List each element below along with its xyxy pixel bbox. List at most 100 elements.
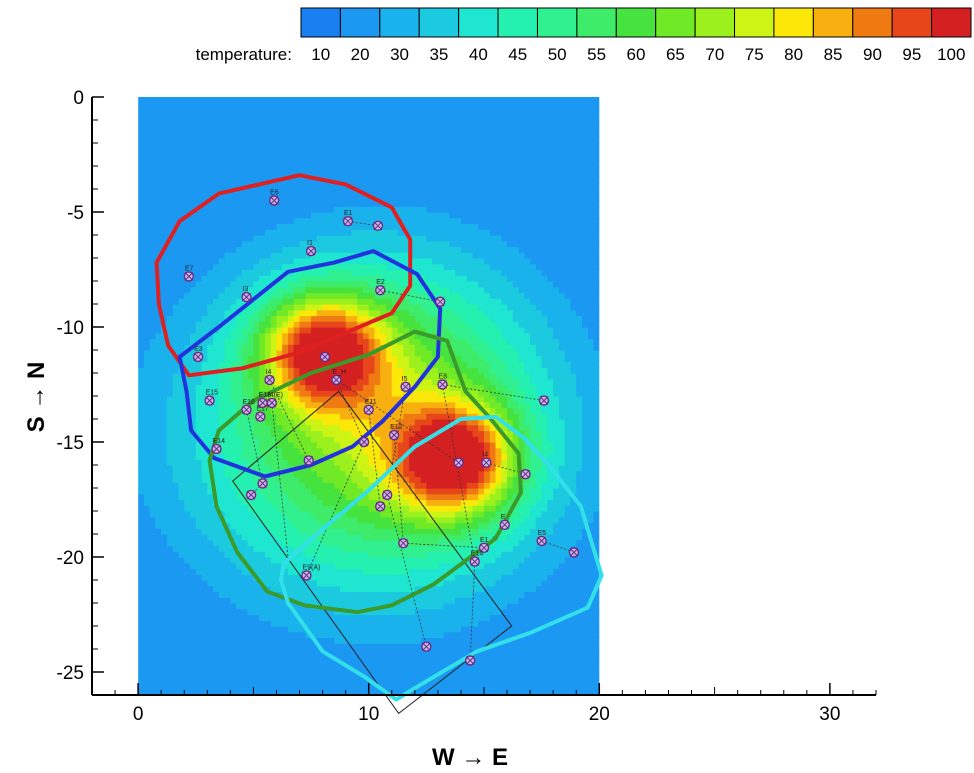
field-cell xyxy=(143,516,151,524)
field-cell xyxy=(190,631,197,639)
field-cell xyxy=(138,223,145,230)
field-cell xyxy=(270,114,278,121)
field-cell xyxy=(322,114,329,121)
field-cell xyxy=(345,171,353,179)
field-cell xyxy=(345,206,353,213)
field-cell xyxy=(195,643,203,650)
field-cell xyxy=(236,137,243,144)
field-cell xyxy=(138,689,145,695)
field-cell xyxy=(207,338,214,345)
field-cell xyxy=(138,269,145,276)
field-cell xyxy=(253,189,260,196)
field-cell xyxy=(207,585,214,593)
field-cell xyxy=(224,453,231,460)
field-cell xyxy=(184,125,191,133)
field-cell xyxy=(184,338,191,345)
field-cell xyxy=(230,269,237,276)
field-cell xyxy=(264,143,272,150)
field-cell xyxy=(195,666,203,673)
field-cell xyxy=(172,649,180,656)
field-cell xyxy=(288,292,295,299)
field-cell xyxy=(276,545,283,552)
field-cell xyxy=(403,614,410,621)
field-cell xyxy=(380,367,387,374)
field-cell xyxy=(195,528,203,535)
field-cell xyxy=(247,396,255,403)
field-cell xyxy=(253,160,260,167)
field-cell xyxy=(403,672,410,679)
field-cell xyxy=(299,390,306,397)
field-cell xyxy=(276,465,283,472)
field-cell xyxy=(299,304,306,311)
field-cell xyxy=(264,453,272,460)
field-cell xyxy=(368,654,376,662)
field-cell xyxy=(299,114,306,121)
field-cell xyxy=(299,148,306,156)
field-cell xyxy=(184,626,191,633)
field-cell xyxy=(270,614,278,621)
field-cell xyxy=(362,637,370,644)
field-cell xyxy=(253,597,260,604)
field-cell xyxy=(316,246,324,253)
field-cell xyxy=(339,562,347,570)
field-cell xyxy=(328,413,335,420)
field-cell xyxy=(149,476,157,483)
field-cell xyxy=(357,562,364,570)
field-cell xyxy=(195,240,203,248)
colorbar-tick-label: 10 xyxy=(311,45,330,64)
field-cell xyxy=(253,258,260,265)
field-cell xyxy=(195,378,203,386)
field-cell xyxy=(282,511,289,518)
field-cell xyxy=(282,465,289,472)
colorbar-tick-label: 65 xyxy=(666,45,685,64)
field-cell xyxy=(334,143,341,150)
field-cell xyxy=(253,539,260,547)
field-cell xyxy=(362,465,370,472)
field-cell xyxy=(339,470,347,478)
field-cell xyxy=(149,534,157,541)
field-cell xyxy=(293,620,301,627)
field-cell xyxy=(259,522,266,529)
field-cell xyxy=(195,367,203,374)
field-cell xyxy=(213,666,220,673)
field-cell xyxy=(351,212,358,219)
field-cell xyxy=(264,102,272,110)
field-cell xyxy=(288,114,295,121)
field-cell xyxy=(259,597,266,604)
field-cell xyxy=(403,631,410,639)
field-cell xyxy=(276,580,283,587)
field-cell xyxy=(236,413,243,420)
field-cell xyxy=(190,269,197,276)
field-cell xyxy=(288,470,295,478)
field-cell xyxy=(386,315,393,322)
field-cell xyxy=(190,689,197,695)
field-cell xyxy=(166,229,174,236)
field-cell xyxy=(143,424,151,432)
field-cell xyxy=(403,304,410,311)
field-cell xyxy=(293,143,301,150)
field-cell xyxy=(270,206,278,213)
field-cell xyxy=(362,378,370,386)
field-cell xyxy=(311,557,318,564)
field-cell xyxy=(161,620,168,627)
field-cell xyxy=(305,430,312,437)
field-cell xyxy=(391,189,399,196)
field-cell xyxy=(276,614,283,621)
field-cell xyxy=(397,637,404,644)
field-cell xyxy=(362,476,370,483)
field-cell xyxy=(322,568,329,575)
field-cell xyxy=(380,551,387,558)
field-cell xyxy=(368,585,376,593)
field-cell xyxy=(155,183,162,190)
field-cell xyxy=(391,660,399,667)
field-cell xyxy=(386,654,393,662)
field-cell xyxy=(368,493,376,501)
field-cell xyxy=(282,442,289,449)
field-cell xyxy=(403,603,410,610)
field-cell xyxy=(282,137,289,144)
field-cell xyxy=(259,252,266,259)
field-cell xyxy=(195,424,203,432)
field-cell xyxy=(155,585,162,593)
field-cell xyxy=(328,292,335,299)
field-cell xyxy=(166,453,174,460)
